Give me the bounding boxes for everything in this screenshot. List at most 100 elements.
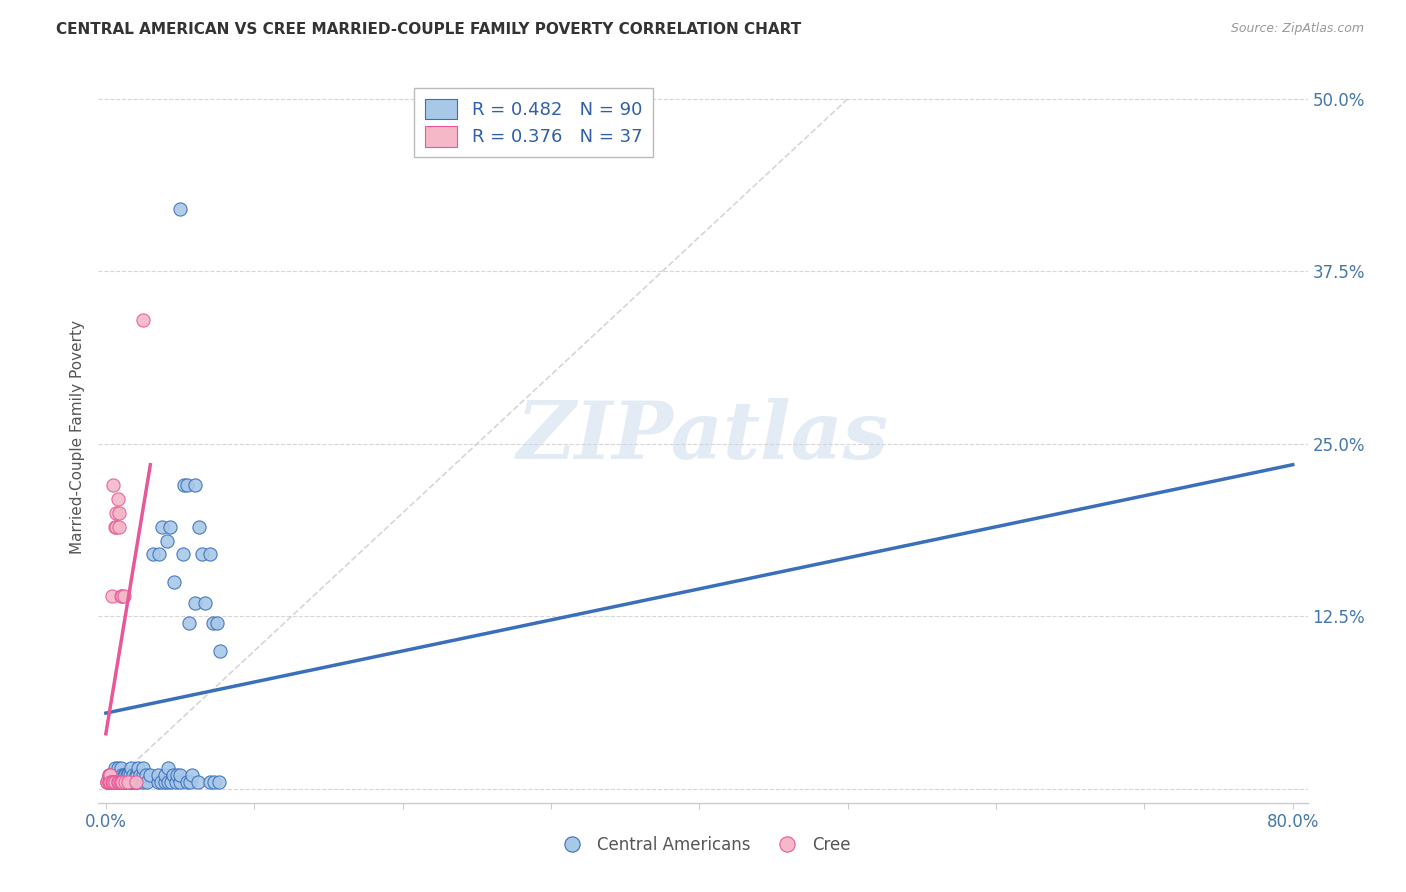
Point bbox=[162, 768, 184, 782]
Point bbox=[103, 775, 125, 789]
Point bbox=[153, 768, 176, 782]
Point bbox=[179, 775, 201, 789]
Point bbox=[98, 775, 121, 789]
Point bbox=[97, 768, 120, 782]
Point bbox=[107, 761, 129, 775]
Point bbox=[105, 520, 128, 534]
Point bbox=[96, 775, 118, 789]
Point bbox=[104, 768, 127, 782]
Point bbox=[108, 775, 131, 789]
Point bbox=[115, 768, 138, 782]
Point bbox=[110, 775, 132, 789]
Point bbox=[176, 775, 198, 789]
Point bbox=[105, 775, 128, 789]
Point bbox=[98, 775, 121, 789]
Point bbox=[96, 775, 118, 789]
Point bbox=[98, 768, 121, 782]
Point bbox=[105, 768, 128, 782]
Point bbox=[135, 768, 157, 782]
Point bbox=[97, 768, 120, 782]
Point bbox=[110, 775, 132, 789]
Point bbox=[110, 775, 132, 789]
Point bbox=[103, 775, 125, 789]
Point bbox=[163, 574, 186, 589]
Point bbox=[108, 768, 131, 782]
Point bbox=[132, 761, 155, 775]
Point bbox=[120, 761, 142, 775]
Point bbox=[112, 768, 135, 782]
Point bbox=[169, 768, 191, 782]
Point bbox=[114, 775, 136, 789]
Point bbox=[110, 768, 132, 782]
Point bbox=[132, 768, 155, 782]
Point bbox=[108, 520, 131, 534]
Point bbox=[107, 775, 129, 789]
Point bbox=[139, 768, 162, 782]
Point bbox=[104, 520, 127, 534]
Point bbox=[98, 768, 121, 782]
Point bbox=[194, 596, 217, 610]
Point bbox=[173, 478, 195, 492]
Point bbox=[176, 478, 198, 492]
Point bbox=[117, 775, 139, 789]
Point bbox=[104, 761, 127, 775]
Point bbox=[98, 768, 121, 782]
Point bbox=[98, 775, 121, 789]
Point bbox=[103, 775, 125, 789]
Point bbox=[103, 775, 125, 789]
Point bbox=[157, 775, 180, 789]
Point bbox=[191, 548, 214, 562]
Point bbox=[104, 775, 127, 789]
Point bbox=[114, 775, 136, 789]
Point bbox=[156, 533, 179, 548]
Point bbox=[132, 312, 155, 326]
Legend: Central Americans, Cree: Central Americans, Cree bbox=[548, 829, 858, 860]
Point bbox=[148, 548, 170, 562]
Point bbox=[180, 768, 202, 782]
Point bbox=[124, 768, 146, 782]
Point bbox=[100, 775, 122, 789]
Point bbox=[118, 768, 141, 782]
Point bbox=[124, 775, 146, 789]
Text: Source: ZipAtlas.com: Source: ZipAtlas.com bbox=[1230, 22, 1364, 36]
Point bbox=[112, 775, 135, 789]
Point bbox=[149, 775, 172, 789]
Point bbox=[114, 768, 136, 782]
Point bbox=[188, 520, 211, 534]
Point bbox=[202, 775, 225, 789]
Point bbox=[121, 768, 143, 782]
Point bbox=[165, 775, 187, 789]
Point bbox=[100, 589, 122, 603]
Point bbox=[108, 506, 131, 520]
Point bbox=[157, 761, 180, 775]
Point bbox=[201, 616, 224, 631]
Point bbox=[142, 548, 165, 562]
Point bbox=[108, 775, 131, 789]
Point bbox=[169, 775, 191, 789]
Point bbox=[172, 548, 194, 562]
Point bbox=[111, 768, 134, 782]
Point bbox=[118, 775, 141, 789]
Point bbox=[96, 775, 118, 789]
Point bbox=[97, 775, 120, 789]
Point bbox=[100, 768, 122, 782]
Point bbox=[209, 644, 232, 658]
Point bbox=[110, 589, 132, 603]
Point bbox=[103, 775, 125, 789]
Point bbox=[184, 478, 207, 492]
Point bbox=[184, 596, 207, 610]
Point bbox=[129, 768, 152, 782]
Point bbox=[125, 768, 148, 782]
Point bbox=[166, 768, 188, 782]
Point bbox=[105, 506, 128, 520]
Text: ZIPatlas: ZIPatlas bbox=[517, 399, 889, 475]
Point bbox=[111, 775, 134, 789]
Point bbox=[124, 775, 146, 789]
Point bbox=[104, 775, 127, 789]
Point bbox=[177, 616, 200, 631]
Point bbox=[107, 775, 129, 789]
Point bbox=[132, 775, 155, 789]
Point bbox=[207, 775, 229, 789]
Point bbox=[150, 520, 173, 534]
Point bbox=[136, 775, 159, 789]
